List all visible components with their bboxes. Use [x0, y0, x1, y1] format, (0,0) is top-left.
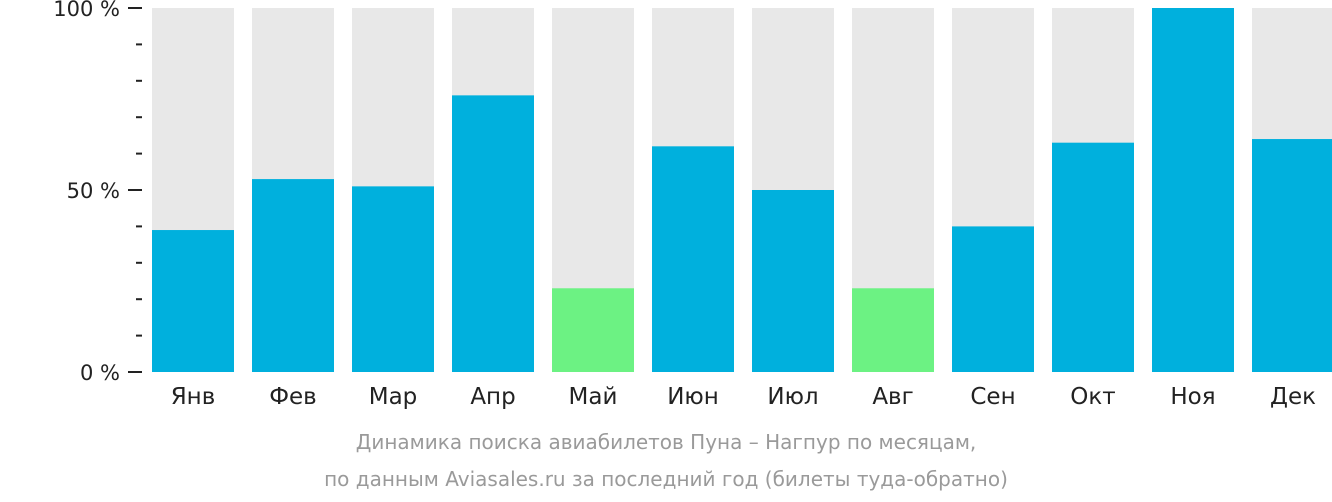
bar-3 — [352, 186, 434, 372]
y-tick-label: 50 % — [67, 179, 120, 203]
bar-1 — [152, 230, 234, 372]
x-tick-label: Май — [569, 384, 618, 410]
bar-chart: Янв Фев Мар Апр Май Июн Июл Авг Сен Окт Ноя Дек 0 % 5… — [53, 0, 1332, 410]
x-tick-label: Июн — [667, 384, 719, 410]
x-tick-label: Апр — [470, 384, 515, 410]
x-tick-label: Ноя — [1170, 384, 1215, 410]
bar-4 — [452, 95, 534, 373]
x-tick-label: Авг — [872, 384, 913, 410]
y-tick-label: 100 % — [53, 0, 120, 21]
chart-caption-line-1: Динамика поиска авиабилетов Пуна – Нагпу… — [355, 430, 977, 454]
x-tick-label: Сен — [970, 384, 1015, 410]
bar-9 — [952, 226, 1034, 372]
x-tick-label: Мар — [369, 384, 418, 410]
bar-6 — [652, 146, 734, 372]
chart-caption-line-2: по данным Aviasales.ru за последний год … — [324, 467, 1008, 491]
x-tick-label: Дек — [1270, 384, 1316, 410]
bar-10 — [1052, 142, 1134, 372]
y-tick-label: 0 % — [80, 361, 120, 385]
x-tick-label: Янв — [171, 384, 216, 410]
x-tick-label: Июл — [767, 384, 818, 410]
bar-12 — [1252, 139, 1332, 372]
bar-5 — [552, 288, 634, 372]
bar-11 — [1152, 8, 1234, 372]
bar-8 — [852, 288, 934, 372]
bar-7 — [752, 190, 834, 372]
x-tick-label: Фев — [269, 384, 317, 410]
bar-2 — [252, 179, 334, 372]
x-tick-label: Окт — [1070, 384, 1115, 410]
